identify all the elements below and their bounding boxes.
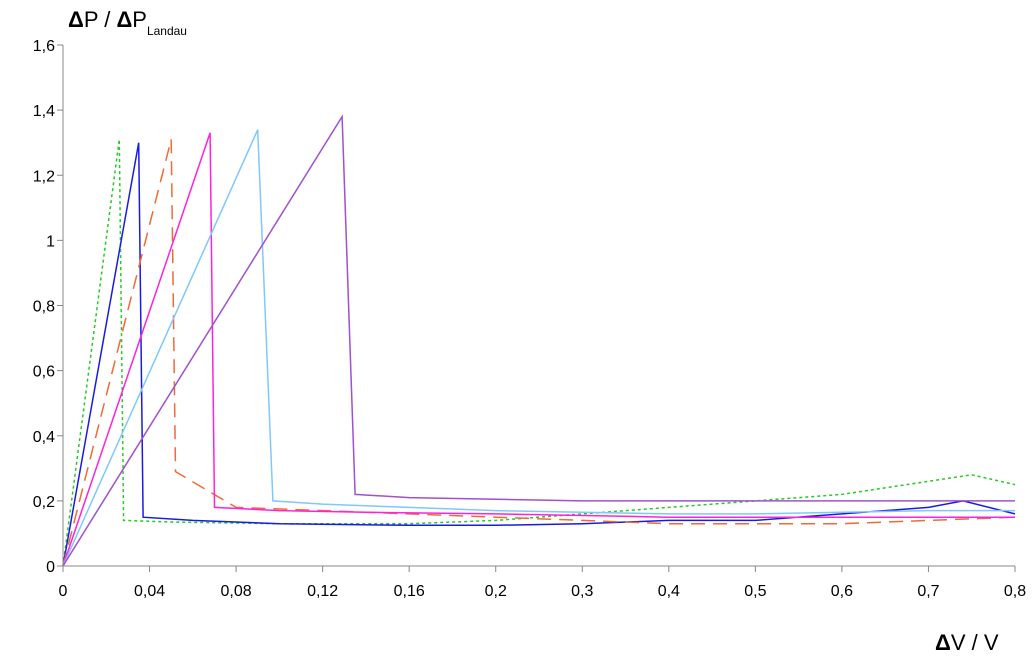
x-tick-label: 0,04 [134,583,165,600]
y-tick-label: 1,4 [33,103,55,120]
y-tick-label: 0,6 [33,364,55,381]
plot-lines [62,114,1016,567]
y-tick-label: 0 [46,559,55,576]
y-tick-label: 0,2 [33,494,55,511]
x-tick-label: 0,3 [571,583,593,600]
x-tick-label: 0,12 [307,583,338,600]
x-tick-label: 0,2 [485,583,507,600]
series-line-3 [62,139,1016,567]
y-axis-label: ΔP / ΔPLandau [68,7,187,38]
x-tick-label: 0,7 [917,583,939,600]
x-tick-label: 0 [59,583,68,600]
x-ticks: 0 0,04 0,08 0,12 0,16 0,2 0,3 0,4 0,5 0,6 0,7 0,8 [59,566,1026,600]
x-axis-label: ΔV / V [935,630,999,655]
axes [62,45,1015,567]
x-tick-label: 0,4 [658,583,680,600]
x-tick-label: 0,16 [394,583,425,600]
x-tick-label: 0,8 [1004,583,1026,600]
y-ticks: 0 0,2 0,4 0,6 0,8 1 1,2 1,4 1,6 [33,38,63,576]
series-line-5 [62,129,1015,567]
y-tick-label: 1,2 [33,168,55,185]
x-tick-label: 0,08 [221,583,252,600]
y-tick-label: 1,6 [33,38,55,55]
x-tick-label: 0,5 [744,583,766,600]
series-line-2 [62,142,1016,567]
y-tick-label: 0,8 [33,299,55,316]
series-line-6 [62,114,1015,567]
y-tick-label: 1 [46,233,55,250]
series-line-4 [62,132,1015,567]
x-tick-label: 0,6 [831,583,853,600]
series-line-1 [62,139,1016,567]
y-tick-label: 0,4 [33,429,55,446]
